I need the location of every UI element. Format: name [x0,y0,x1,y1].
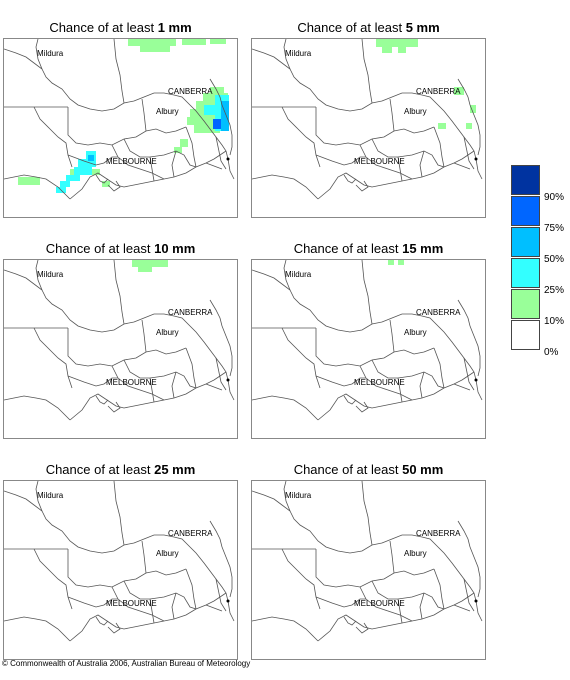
city-dot [474,157,478,161]
map: Mildura CANBERRA Albury MELBOURNE [251,480,486,660]
map-svg: Mildura CANBERRA Albury MELBOURNE [252,260,483,421]
label-albury: Albury [156,107,179,116]
city-dot [474,599,478,603]
label-albury: Albury [156,549,179,558]
map-svg: Mildura CANBERRA Albury MELBOURNE [4,481,235,642]
label-canberra: CANBERRA [168,529,213,538]
label-canberra: CANBERRA [168,308,213,317]
legend-swatch-75 [511,196,540,226]
panel-10mm: Chance of at least 10 mm Mildura CANBERRA… [3,239,238,459]
map-borders [252,39,483,200]
map-borders [4,481,235,642]
panel-title: Chance of at least 50 mm [293,462,444,477]
label-canberra: CANBERRA [416,87,461,96]
map-labels: Mildura CANBERRA Albury MELBOURNE [285,491,478,608]
panel-1mm: Chance of at least 1 mm Mildura CANBERRA A… [3,18,238,238]
city-dot [226,378,230,382]
rain-overlay [376,39,476,129]
map: Mildura CANBERRA Albury MELBOURNE [3,38,238,218]
map: Mildura CANBERRA Albury MELBOURNE [3,480,238,660]
panel-title: Chance of at least 15 mm [293,241,444,256]
label-mildura: Mildura [37,491,64,500]
legend-swatch-50 [511,227,540,257]
panel-title: Chance of at least 25 mm [45,462,196,477]
map-borders [4,39,235,200]
panel-title: Chance of at least 5 mm [297,20,440,35]
label-albury: Albury [156,328,179,337]
panel-5mm: Chance of at least 5 mm Mildura CANBERRA A… [251,18,486,238]
map-labels: Mildura CANBERRA Albury MELBOURNE [37,49,230,166]
map-borders [252,481,483,642]
legend-swatch-0 [511,320,540,350]
label-melbourne: MELBOURNE [354,157,405,166]
label-albury: Albury [404,328,427,337]
legend-swatch-90 [511,165,540,195]
legend-label: 25% [544,285,565,296]
label-albury: Albury [404,107,427,116]
label-mildura: Mildura [37,49,64,58]
label-melbourne: MELBOURNE [354,378,405,387]
label-canberra: CANBERRA [416,529,461,538]
map-labels: Mildura CANBERRA Albury MELBOURNE [285,49,478,166]
label-mildura: Mildura [37,270,64,279]
panel-50mm: Chance of at least 50 mm Mildura CANBERRA… [251,460,486,680]
map-svg: Mildura CANBERRA Albury MELBOURNE [4,39,235,200]
legend-label: 10% [544,316,565,327]
legend-label: 0% [544,347,559,358]
map-labels: Mildura CANBERRA Albury MELBOURNE [37,270,230,387]
map: Mildura CANBERRA Albury MELBOURNE [3,259,238,439]
label-melbourne: MELBOURNE [106,378,157,387]
city-dot [474,378,478,382]
map: Mildura CANBERRA Albury MELBOURNE [251,38,486,218]
label-melbourne: MELBOURNE [106,599,157,608]
legend-swatch-10 [511,289,540,319]
panel-25mm: Chance of at least 25 mm Mildura CANBERRA… [3,460,238,680]
label-canberra: CANBERRA [416,308,461,317]
city-dot [226,599,230,603]
rain-overlay [18,39,229,193]
legend-label: 90% [544,192,565,203]
label-melbourne: MELBOURNE [354,599,405,608]
panel-15mm: Chance of at least 15 mm Mildura CANBERRA… [251,239,486,459]
label-mildura: Mildura [285,491,312,500]
label-melbourne: MELBOURNE [106,157,157,166]
rain-overlay [388,260,404,265]
copyright-notice: © Commonwealth of Australia 2006, Austra… [2,659,251,668]
legend-label: 50% [544,254,565,265]
map-svg: Mildura CANBERRA Albury MELBOURNE [252,39,483,200]
map-labels: Mildura CANBERRA Albury MELBOURNE [285,270,478,387]
panel-title: Chance of at least 10 mm [45,241,196,256]
label-albury: Albury [404,549,427,558]
map-borders [4,260,235,421]
map-svg: Mildura CANBERRA Albury MELBOURNE [252,481,483,642]
map-labels: Mildura CANBERRA Albury MELBOURNE [37,491,230,608]
city-dot [226,157,230,161]
legend-label: 75% [544,223,565,234]
panel-title: Chance of at least 1 mm [49,20,192,35]
label-canberra: CANBERRA [168,87,213,96]
map: Mildura CANBERRA Albury MELBOURNE [251,259,486,439]
map-svg: Mildura CANBERRA Albury MELBOURNE [4,260,235,421]
legend-swatch-25 [511,258,540,288]
map-borders [252,260,483,421]
legend: 90% 75% 50% 25% 10% 0% [511,165,570,360]
label-mildura: Mildura [285,270,312,279]
rain-overlay [132,260,168,272]
label-mildura: Mildura [285,49,312,58]
